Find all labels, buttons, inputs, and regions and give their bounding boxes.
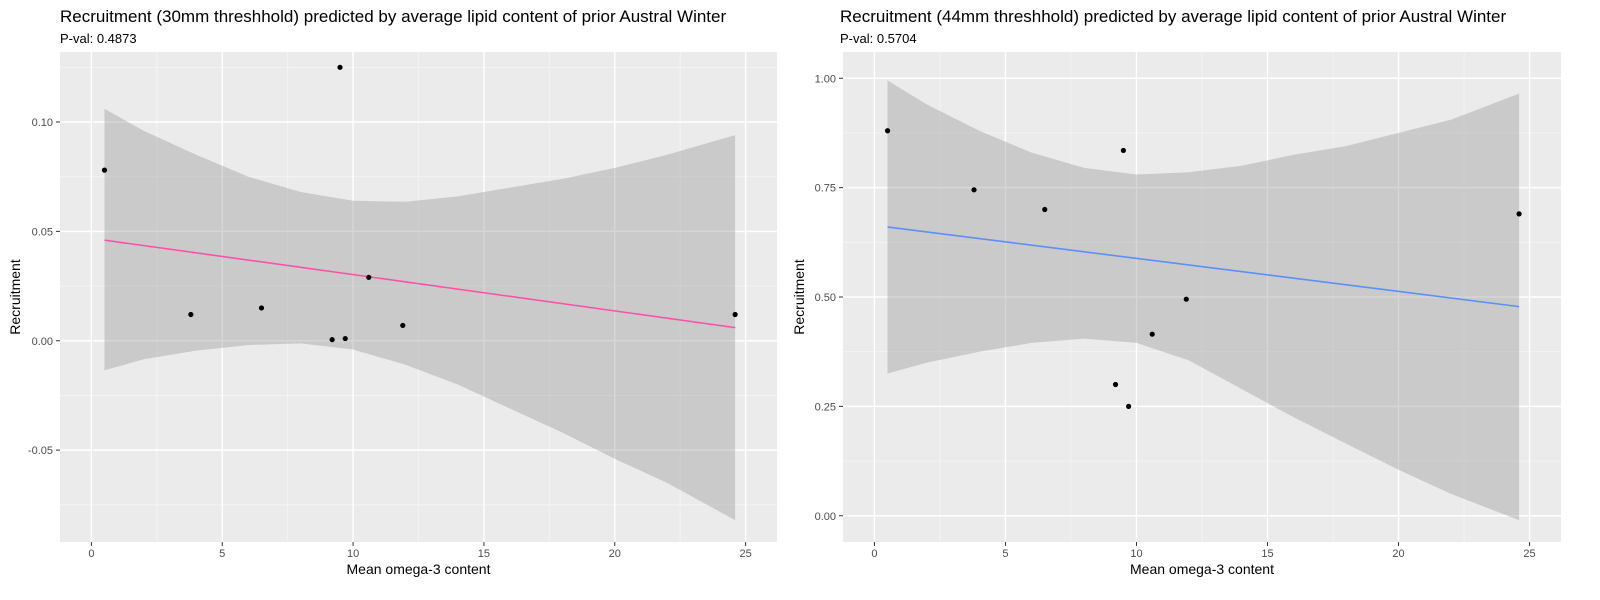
data-point-5 bbox=[337, 64, 343, 70]
chart-panel-2: Recruitment (44mm threshhold) predicted … bbox=[791, 7, 1561, 577]
data-point-9 bbox=[732, 311, 738, 318]
x-axis-label: Mean omega-3 content bbox=[1130, 561, 1274, 577]
data-point-8 bbox=[1183, 296, 1189, 302]
x-tick-label: 10 bbox=[1130, 548, 1142, 560]
confidence-band bbox=[887, 80, 1520, 521]
x-tick-label: 0 bbox=[88, 548, 94, 560]
x-tick-label: 5 bbox=[1002, 548, 1008, 560]
chart-panel-1: Recruitment (30mm threshhold) predicted … bbox=[7, 7, 777, 577]
chart-subtitle: P-val: 0.5704 bbox=[840, 31, 917, 46]
data-point-5 bbox=[1120, 147, 1126, 154]
x-tick-label: 25 bbox=[739, 548, 751, 560]
data-point-3 bbox=[258, 305, 265, 311]
y-tick-label: 0.25 bbox=[815, 401, 836, 413]
data-point-6 bbox=[342, 335, 348, 342]
chart-title: Recruitment (30mm threshhold) predicted … bbox=[60, 7, 726, 26]
regression-line bbox=[104, 239, 736, 329]
data-point-8 bbox=[400, 322, 406, 329]
data-point-1 bbox=[884, 128, 891, 134]
data-point-2 bbox=[971, 187, 977, 193]
y-tick-label: 0.05 bbox=[32, 226, 53, 238]
y-tick-label: 0.50 bbox=[815, 292, 836, 304]
data-point-6 bbox=[1126, 403, 1132, 409]
y-tick-label: 0.00 bbox=[815, 511, 836, 523]
x-tick-label: 15 bbox=[478, 548, 490, 560]
data-point-4 bbox=[329, 337, 335, 343]
y-axis-label: Recruitment bbox=[791, 259, 807, 335]
data-point-4 bbox=[1112, 381, 1119, 388]
x-tick-label: 0 bbox=[871, 548, 877, 560]
x-tick-label: 25 bbox=[1523, 548, 1535, 560]
y-tick-label: 0.75 bbox=[815, 183, 836, 195]
data-point-2 bbox=[188, 311, 194, 318]
x-axis-label: Mean omega-3 content bbox=[347, 561, 491, 577]
data-point-3 bbox=[1042, 206, 1048, 213]
y-tick-label: -0.05 bbox=[28, 445, 53, 457]
data-point-1 bbox=[101, 167, 108, 173]
data-point-9 bbox=[1516, 211, 1522, 217]
x-tick-label: 10 bbox=[347, 548, 359, 560]
x-tick-label: 15 bbox=[1261, 548, 1273, 560]
chart-title: Recruitment (44mm threshhold) predicted … bbox=[840, 7, 1506, 26]
data-point-7 bbox=[366, 274, 372, 280]
data-point-7 bbox=[1149, 331, 1155, 337]
x-tick-label: 20 bbox=[1392, 548, 1404, 560]
y-axis-label: Recruitment bbox=[7, 259, 23, 335]
y-tick-label: 0.00 bbox=[32, 336, 53, 348]
regression-line bbox=[887, 226, 1520, 308]
y-tick-label: 1.00 bbox=[815, 73, 836, 85]
x-tick-label: 5 bbox=[219, 548, 225, 560]
y-tick-label: 0.10 bbox=[32, 117, 53, 129]
chart-subtitle: P-val: 0.4873 bbox=[60, 31, 137, 46]
x-tick-label: 20 bbox=[609, 548, 621, 560]
confidence-band bbox=[104, 108, 736, 521]
